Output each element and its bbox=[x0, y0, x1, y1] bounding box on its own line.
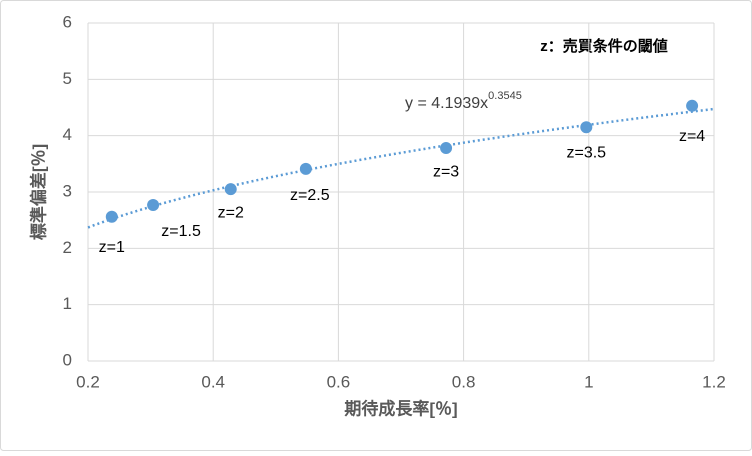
x-tick-label: 0.2 bbox=[76, 372, 100, 391]
y-tick-label: 6 bbox=[63, 12, 72, 31]
y-tick-label: 3 bbox=[63, 181, 72, 200]
x-tick-label: 0.8 bbox=[452, 372, 476, 391]
data-point bbox=[580, 121, 593, 134]
y-tick-label: 2 bbox=[63, 238, 72, 257]
x-tick-label: 1.2 bbox=[702, 372, 726, 391]
data-label: z=3 bbox=[433, 163, 459, 180]
x-tick-label: 0.4 bbox=[201, 372, 225, 391]
y-tick-label: 4 bbox=[63, 125, 72, 144]
data-point bbox=[299, 162, 312, 175]
equation-text: y = 4.1939x bbox=[405, 95, 488, 112]
trendline-equation: y = 4.1939x0.3545 bbox=[405, 90, 522, 112]
data-point bbox=[105, 210, 118, 223]
data-label: z=1 bbox=[99, 239, 125, 256]
equation-exponent: 0.3545 bbox=[488, 90, 522, 102]
data-point bbox=[147, 198, 160, 211]
annotation: z：売買条件の閾値 bbox=[540, 37, 668, 55]
data-label: z=2 bbox=[218, 204, 244, 221]
x-tick-label: 1 bbox=[584, 372, 593, 391]
data-label: z=2.5 bbox=[290, 187, 330, 204]
x-axis-title: 期待成長率[％] bbox=[344, 398, 457, 418]
data-label: z=4 bbox=[679, 128, 705, 145]
y-tick-label: 5 bbox=[63, 69, 72, 88]
x-tick-label: 0.6 bbox=[327, 372, 351, 391]
data-point bbox=[686, 99, 699, 112]
y-tick-label: 1 bbox=[63, 294, 72, 313]
data-label: z=1.5 bbox=[161, 223, 201, 240]
y-axis-title: 標準偏差[％] bbox=[28, 144, 48, 240]
data-label: z=3.5 bbox=[566, 144, 606, 161]
data-point bbox=[224, 183, 237, 196]
y-tick-label: 0 bbox=[63, 350, 72, 369]
data-point bbox=[440, 142, 453, 155]
